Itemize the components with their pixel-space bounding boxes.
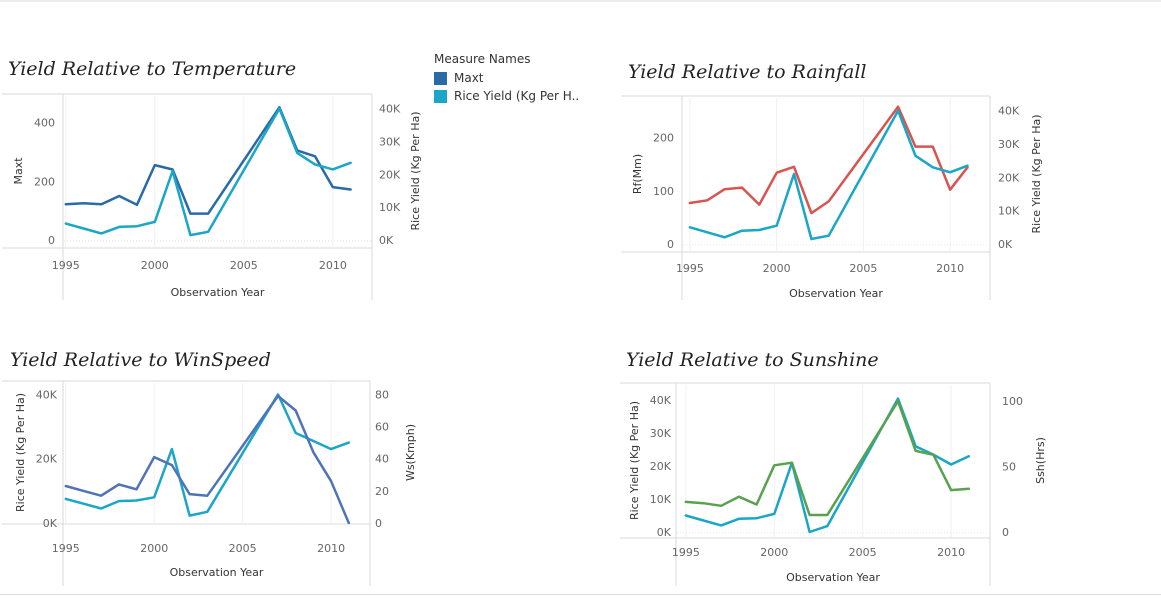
temperature-x-tick-2000: 2000 (141, 259, 169, 272)
winspeed-series-line-0 (64, 393, 351, 517)
rainfall-right-tick-30K: 30K (998, 138, 1020, 151)
temperature-right-tick-20K: 20K (379, 168, 401, 181)
winspeed-x-axis-title: Observation Year (170, 566, 264, 579)
rainfall-left-tick-100: 100 (653, 185, 674, 198)
winspeed-right-tick-80: 80 (375, 388, 389, 401)
winspeed-right-tick-60: 60 (375, 421, 389, 434)
winspeed-left-tick-40K: 40K (36, 388, 58, 401)
chart-title-winspeed: Yield Relative to WinSpeed (10, 349, 271, 371)
top-border (0, 0, 1161, 2)
rainfall-x-axis-title: Observation Year (789, 287, 883, 300)
chart-title-sunshine: Yield Relative to Sunshine (626, 349, 879, 371)
rainfall-x-tick-1995: 1995 (676, 262, 704, 275)
rainfall-right-tick-40K: 40K (998, 105, 1020, 118)
rainfall-series-line-1 (688, 109, 969, 241)
sunshine-right-axis-title: Ssh(Hrs) (1034, 437, 1047, 484)
bottom-border (0, 594, 1161, 595)
legend-label-maxt: Maxt (454, 71, 484, 85)
temperature-left-tick-400: 400 (34, 117, 55, 130)
rainfall-right-tick-0K: 0K (998, 238, 1013, 251)
rainfall-left-tick-200: 200 (653, 132, 674, 145)
sunshine-left-tick-40K: 40K (650, 394, 672, 407)
winspeed-right-tick-0: 0 (375, 517, 382, 530)
legend-item-rice-yield[interactable]: Rice Yield (Kg Per H.. (434, 87, 579, 105)
sunshine-right-tick-50: 50 (1002, 461, 1016, 474)
winspeed-x-tick-2000: 2000 (140, 542, 168, 555)
rainfall-right-tick-20K: 20K (998, 171, 1020, 184)
rainfall-x-tick-2010: 2010 (936, 262, 964, 275)
winspeed-left-axis-title: Rice Yield (Kg Per Ha) (14, 393, 27, 512)
legend-title: Measure Names (434, 52, 531, 66)
legend[interactable]: Measure Names Maxt Rice Yield (Kg Per H.… (434, 52, 579, 105)
temperature-left-axis-title: Maxt (12, 157, 25, 185)
winspeed-right-tick-20: 20 (375, 485, 389, 498)
rainfall-x-tick-2005: 2005 (849, 262, 877, 275)
chart-title-rainfall: Yield Relative to Rainfall (628, 61, 867, 83)
rainfall-x-tick-2000: 2000 (763, 262, 791, 275)
winspeed-right-axis-title: Ws(Kmph) (404, 424, 417, 481)
temperature-x-tick-2005: 2005 (230, 259, 258, 272)
sunshine-x-tick-2000: 2000 (760, 546, 788, 559)
sunshine-left-tick-20K: 20K (650, 460, 672, 473)
sunshine-series-line-1 (684, 399, 971, 517)
sunshine-right-tick-100: 100 (1002, 395, 1023, 408)
sunshine-series-line-0 (684, 397, 971, 534)
winspeed-left-tick-20K: 20K (36, 453, 58, 466)
sunshine-left-tick-30K: 30K (650, 427, 672, 440)
temperature-right-axis-title: Rice Yield (Kg Per Ha) (409, 111, 422, 230)
rainfall-left-tick-0: 0 (667, 238, 674, 251)
winspeed-right-tick-40: 40 (375, 453, 389, 466)
temperature-right-tick-30K: 30K (379, 135, 401, 148)
legend-label-rice-yield: Rice Yield (Kg Per H.. (454, 89, 580, 103)
sunshine-left-tick-0K: 0K (657, 526, 672, 539)
legend-item-maxt[interactable]: Maxt (434, 69, 579, 87)
winspeed-left-tick-0K: 0K (43, 517, 58, 530)
winspeed-x-tick-1995: 1995 (52, 542, 80, 555)
sunshine-x-tick-2010: 2010 (937, 546, 965, 559)
temperature-right-tick-0K: 0K (379, 234, 394, 247)
temperature-x-axis-title: Observation Year (171, 286, 265, 299)
sunshine-x-axis-title: Observation Year (786, 571, 880, 584)
temperature-series-line-0 (64, 106, 352, 215)
rainfall-right-tick-10K: 10K (998, 205, 1020, 218)
rainfall-left-axis-title: Rf(Mm) (631, 154, 644, 194)
winspeed-x-tick-2010: 2010 (317, 542, 345, 555)
temperature-right-tick-10K: 10K (379, 201, 401, 214)
rainfall-series-line-0 (688, 105, 969, 215)
sunshine-x-tick-1995: 1995 (672, 546, 700, 559)
sunshine-x-tick-2005: 2005 (849, 546, 877, 559)
winspeed-x-tick-2005: 2005 (229, 542, 257, 555)
winspeed-series-line-1 (64, 394, 351, 525)
rainfall-right-axis-title: Rice Yield (Kg Per Ha) (1030, 114, 1043, 233)
temperature-x-tick-1995: 1995 (52, 259, 80, 272)
sunshine-left-tick-10K: 10K (650, 493, 672, 506)
temperature-left-tick-0: 0 (48, 234, 55, 247)
legend-swatch-rice-yield (434, 89, 447, 103)
temperature-right-tick-40K: 40K (379, 103, 401, 116)
legend-swatch-maxt (434, 71, 447, 85)
temperature-left-tick-200: 200 (34, 175, 55, 188)
sunshine-right-tick-0: 0 (1002, 526, 1009, 539)
temperature-x-tick-2010: 2010 (319, 259, 347, 272)
chart-title-temperature: Yield Relative to Temperature (8, 58, 297, 80)
sunshine-left-axis-title: Rice Yield (Kg Per Ha) (628, 401, 641, 520)
temperature-series-line-1 (64, 107, 352, 237)
